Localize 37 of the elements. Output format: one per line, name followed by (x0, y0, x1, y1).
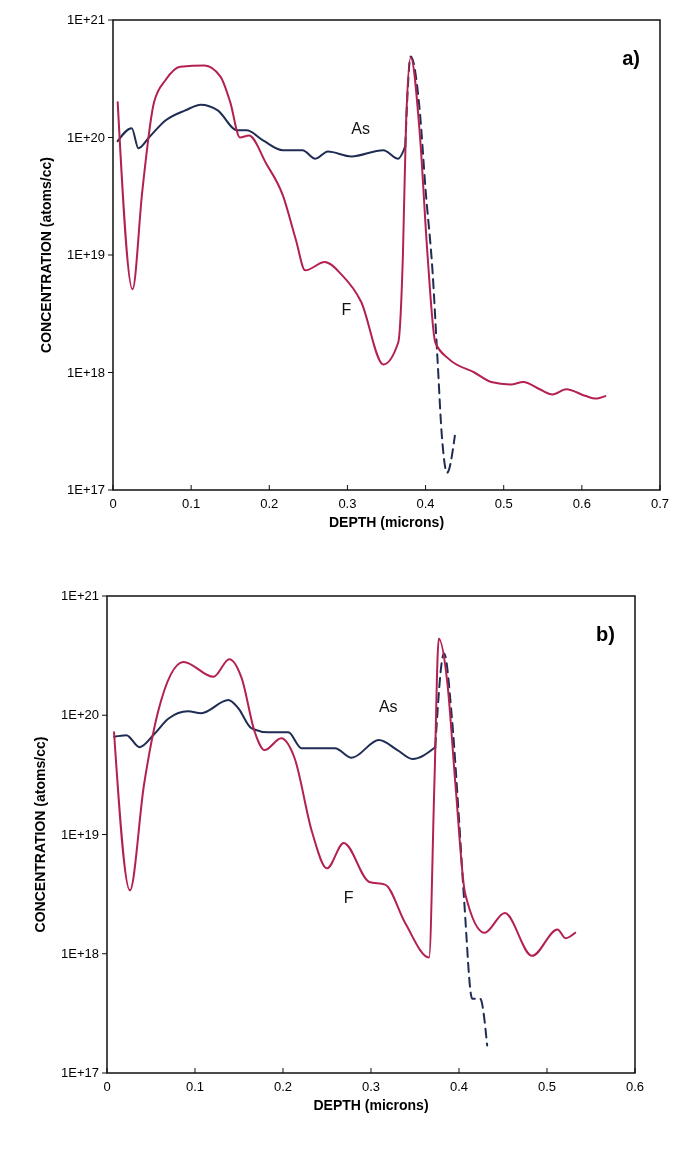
y-tick-label: 1E+21 (67, 12, 105, 27)
y-tick-label: 1E+17 (67, 482, 105, 497)
x-tick-label: 0 (109, 496, 117, 511)
series-label: F (343, 888, 354, 906)
y-tick-label: 1E+20 (61, 707, 99, 723)
y-tick-label: 1E+19 (61, 826, 99, 842)
x-tick-label: 0.2 (273, 1079, 293, 1094)
series-label: F (341, 300, 352, 318)
x-tick-label: 0.3 (361, 1079, 381, 1094)
x-axis-title: DEPTH (microns) (313, 1097, 429, 1113)
x-tick-label: 0.2 (260, 496, 279, 511)
y-tick-label: 1E+17 (61, 1065, 99, 1080)
series-label: As (378, 698, 398, 716)
y-tick-label: 1E+18 (67, 364, 105, 380)
x-tick-label: 0.3 (338, 496, 357, 511)
x-tick-label: 0.5 (537, 1079, 557, 1094)
annotation: b) (596, 623, 615, 645)
x-tick-label: 0.4 (449, 1079, 469, 1094)
y-axis-title: CONCENTRATION (atoms/cc) (38, 157, 54, 353)
y-axis-title: CONCENTRATION (atoms/cc) (32, 736, 48, 933)
y-tick-label: 1E+19 (67, 247, 105, 262)
y-tick-label: 1E+20 (67, 129, 105, 145)
line-series (116, 56, 607, 400)
series-label: As (351, 120, 371, 138)
line-series (113, 637, 577, 959)
x-tick-label: 0.7 (650, 496, 670, 511)
y-tick-label: 1E+18 (61, 945, 99, 961)
x-tick-label: 0 (103, 1079, 111, 1094)
annotation: a) (622, 47, 640, 69)
x-tick-label: 0.1 (182, 496, 201, 511)
x-tick-label: 0.5 (494, 496, 513, 511)
x-tick-label: 0.6 (625, 1079, 645, 1094)
y-tick-label: 1E+21 (61, 588, 99, 603)
x-tick-label: 0.1 (185, 1079, 205, 1094)
x-axis-title: DEPTH (microns) (328, 514, 445, 530)
x-tick-label: 0.6 (572, 496, 591, 511)
x-tick-label: 0.4 (416, 496, 435, 511)
